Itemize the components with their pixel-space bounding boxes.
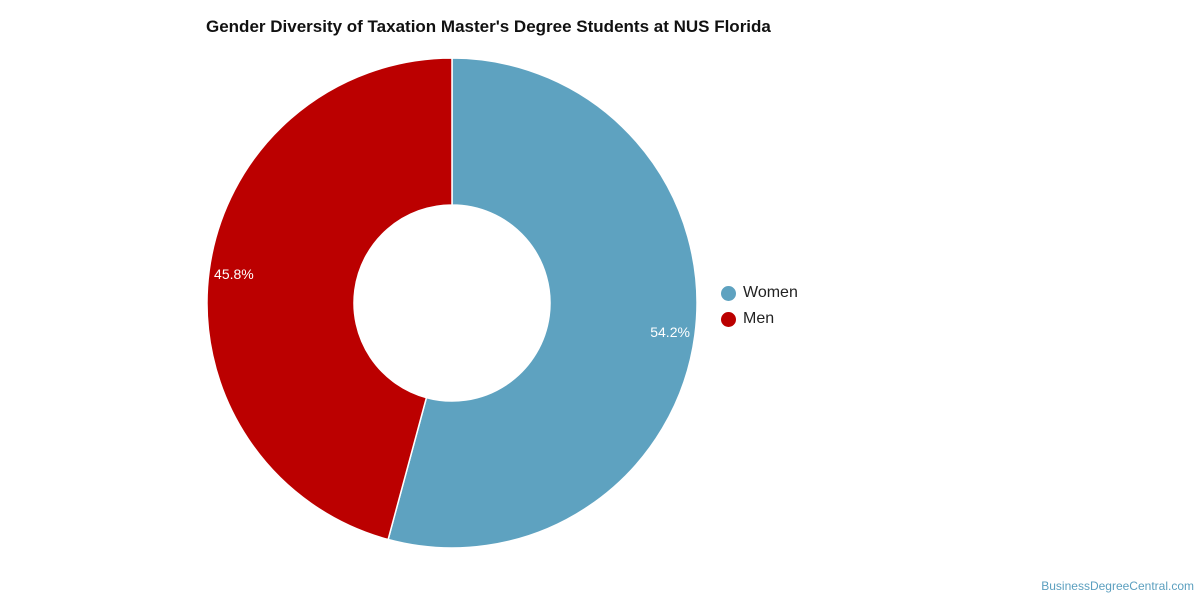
legend-swatch-men bbox=[721, 311, 736, 327]
slice-women[interactable] bbox=[387, 57, 698, 549]
slice-label-women: 54.2% bbox=[650, 324, 690, 340]
legend-label-women: Women bbox=[743, 284, 798, 301]
source-credit[interactable]: BusinessDegreeCentral.com bbox=[1041, 579, 1194, 593]
legend-item-men[interactable]: Men bbox=[721, 306, 798, 332]
legend-swatch-women bbox=[721, 285, 736, 301]
legend-label-men: Men bbox=[743, 310, 775, 327]
legend-item-women[interactable]: Women bbox=[721, 280, 798, 306]
chart-title: Gender Diversity of Taxation Master's De… bbox=[206, 17, 771, 36]
slice-label-men: 45.8% bbox=[214, 266, 254, 282]
slice-men[interactable] bbox=[206, 57, 453, 541]
legend: Women Men bbox=[721, 280, 798, 332]
